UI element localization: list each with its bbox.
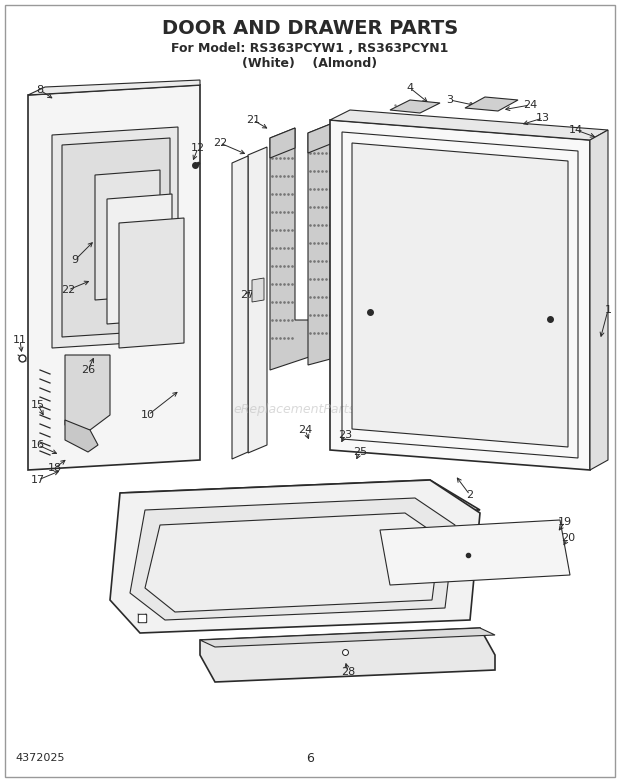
Text: 21: 21 xyxy=(246,115,260,125)
Text: For Model: RS363PCYW1 , RS363PCYN1: For Model: RS363PCYW1 , RS363PCYN1 xyxy=(171,41,449,55)
Text: 1: 1 xyxy=(604,305,611,315)
Polygon shape xyxy=(65,355,110,430)
Polygon shape xyxy=(352,143,568,447)
Text: 18: 18 xyxy=(48,463,62,473)
Text: eReplacementParts.com: eReplacementParts.com xyxy=(234,404,386,417)
Text: 4372025: 4372025 xyxy=(15,753,64,763)
Text: 22: 22 xyxy=(213,138,227,148)
Polygon shape xyxy=(52,127,178,348)
Text: 17: 17 xyxy=(31,475,45,485)
Text: 6: 6 xyxy=(306,752,314,765)
Text: 22: 22 xyxy=(61,285,75,295)
Text: 20: 20 xyxy=(561,533,575,543)
Polygon shape xyxy=(119,218,184,348)
Polygon shape xyxy=(390,100,440,113)
Polygon shape xyxy=(232,156,248,459)
Polygon shape xyxy=(270,128,295,158)
Text: 8: 8 xyxy=(37,85,43,95)
Text: DOOR AND DRAWER PARTS: DOOR AND DRAWER PARTS xyxy=(162,19,458,38)
Text: 9: 9 xyxy=(71,255,79,265)
Text: 26: 26 xyxy=(81,365,95,375)
Text: 25: 25 xyxy=(353,447,367,457)
Polygon shape xyxy=(95,170,160,300)
Text: 24: 24 xyxy=(523,100,537,110)
Polygon shape xyxy=(308,123,353,365)
Text: 10: 10 xyxy=(141,410,155,420)
Polygon shape xyxy=(270,128,315,370)
Text: 19: 19 xyxy=(558,517,572,527)
Polygon shape xyxy=(65,420,98,452)
Text: 23: 23 xyxy=(338,430,352,440)
Text: 4: 4 xyxy=(407,83,414,93)
Polygon shape xyxy=(120,480,480,523)
Text: 28: 28 xyxy=(341,667,355,677)
Text: 24: 24 xyxy=(298,425,312,435)
Polygon shape xyxy=(330,120,590,470)
Polygon shape xyxy=(465,97,518,111)
Text: 15: 15 xyxy=(31,400,45,410)
Polygon shape xyxy=(380,520,570,585)
Polygon shape xyxy=(330,110,608,140)
Polygon shape xyxy=(62,138,170,337)
Polygon shape xyxy=(145,513,440,612)
Text: 13: 13 xyxy=(536,113,550,123)
Text: 2: 2 xyxy=(466,490,474,500)
Polygon shape xyxy=(590,130,608,470)
Polygon shape xyxy=(248,147,267,453)
Polygon shape xyxy=(252,278,264,302)
Text: 11: 11 xyxy=(13,335,27,345)
Text: (White)    (Almond): (White) (Almond) xyxy=(242,56,378,70)
Text: 3: 3 xyxy=(446,95,453,105)
Polygon shape xyxy=(110,480,480,633)
Text: 16: 16 xyxy=(31,440,45,450)
Polygon shape xyxy=(308,123,333,153)
Polygon shape xyxy=(28,80,200,95)
Polygon shape xyxy=(200,628,495,682)
Polygon shape xyxy=(200,628,495,647)
Text: 27: 27 xyxy=(240,290,254,300)
Polygon shape xyxy=(130,498,455,620)
Text: 12: 12 xyxy=(191,143,205,153)
Polygon shape xyxy=(28,85,200,470)
Polygon shape xyxy=(107,194,172,324)
Text: 14: 14 xyxy=(569,125,583,135)
